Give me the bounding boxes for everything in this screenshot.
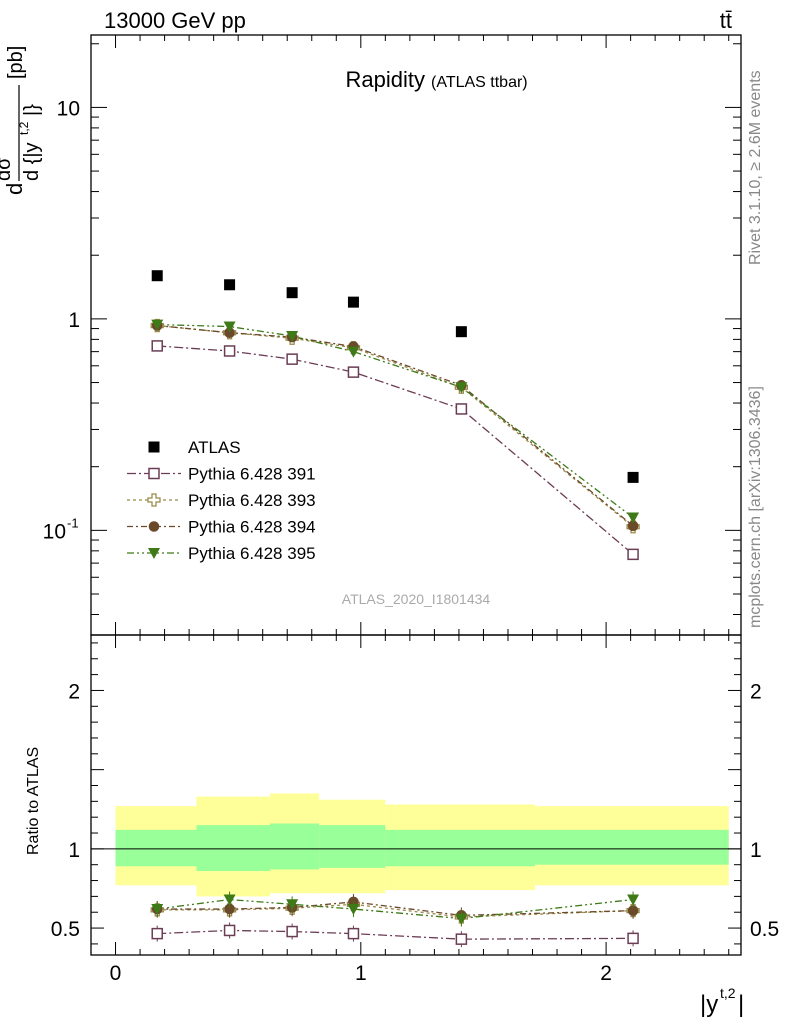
ratio-series-line (157, 903, 634, 918)
legend-marker (147, 493, 161, 507)
svg-text:t,2: t,2 (17, 121, 31, 135)
main-title: Rapidity (346, 67, 425, 92)
main-y-tick-label: 10 (57, 97, 80, 120)
ratio-band-green (385, 829, 535, 867)
legend-entry: ATLAS (188, 438, 241, 457)
main-data-point (224, 279, 236, 291)
ratio-y-tick-label-right: 0.5 (750, 918, 779, 941)
analysis-id-label: ATLAS_2020_I1801434 (342, 591, 491, 607)
ratio-band-green (196, 825, 271, 872)
energy-label: 13000 GeV pp (104, 8, 246, 33)
main-data-point (286, 287, 298, 299)
svg-text:d: d (2, 183, 27, 195)
main-data-point (223, 321, 236, 333)
ratio-data-point (224, 903, 235, 915)
main-data-point (224, 327, 235, 339)
main-data-point (151, 270, 163, 282)
main-data-point (286, 353, 298, 365)
ratio-band-green (115, 829, 197, 867)
svg-text:tt: tt (0, 147, 3, 154)
svg-text:|}: |} (21, 104, 43, 116)
main-data-point (151, 319, 164, 331)
ratio-data-point (223, 894, 236, 906)
svg-text:-1: -1 (67, 515, 79, 530)
svg-text:d {|y: d {|y (21, 142, 43, 181)
legend-entry: Pythia 6.428 393 (188, 491, 316, 510)
ratio-data-point (151, 927, 163, 940)
legend-marker (148, 548, 160, 559)
main-series-line (157, 323, 634, 519)
ratio-band-green (270, 823, 320, 870)
ratio-data-point (151, 904, 164, 916)
main-y-tick-label: 1 (68, 309, 80, 332)
rivet-label: Rivet 3.1.10, ≥ 2.6M events (747, 70, 764, 265)
legend-entry: Pythia 6.428 391 (188, 465, 316, 484)
main-y-tick-label: 10 -1 (43, 515, 79, 543)
process-label: tt̄ (720, 8, 732, 33)
ratio-band-green (534, 829, 729, 865)
legend-marker (148, 441, 160, 453)
main-data-point (455, 326, 467, 338)
ratio-y-tick-label: 0.5 (51, 918, 80, 941)
svg-text:t,2: t,2 (720, 985, 736, 1001)
ratio-y-tick-label: 2 (68, 680, 80, 703)
svg-text:[pb]: [pb] (5, 46, 27, 79)
ratio-panel (91, 793, 741, 897)
ratio-ylabel: Ratio to ATLAS (25, 747, 42, 855)
main-data-point (627, 520, 639, 532)
main-data-point (286, 330, 299, 342)
main-data-point (627, 471, 639, 483)
ratio-data-point (286, 899, 299, 911)
main-series-line (157, 345, 634, 555)
x-axis-label: |y t,2 | (700, 985, 744, 1018)
ratio-data-point (627, 905, 639, 916)
main-data-point (223, 345, 236, 357)
ratio-data-point (627, 894, 640, 906)
ratio-series-line (157, 901, 634, 917)
main-data-point (347, 296, 359, 308)
site-label: mcplots.cern.ch [arXiv:1306.3436] (747, 386, 764, 628)
main-subtitle: (ATLAS ttbar) (431, 74, 528, 91)
ratio-x-tick-label: 0 (110, 962, 122, 985)
legend-marker (148, 521, 160, 532)
legend-entry: Pythia 6.428 394 (188, 518, 316, 537)
ratio-data-point (455, 933, 468, 945)
main-series-line (157, 324, 634, 527)
ratio-series-line (157, 929, 634, 940)
main-data-point (151, 340, 163, 352)
main-data-point (347, 346, 360, 358)
ratio-data-point (286, 925, 298, 938)
ratio-frame (90, 634, 742, 956)
main-data-point (347, 366, 360, 378)
ratio-y-tick-label: 1 (68, 839, 80, 862)
ratio-data-point (347, 904, 360, 916)
ratio-band-green (319, 825, 386, 868)
ratio-x-tick-label: 2 (600, 962, 612, 985)
main-data-point (455, 382, 468, 394)
ratio-series-line (157, 898, 634, 920)
legend-entry: Pythia 6.428 395 (188, 544, 316, 563)
ratio-y-tick-label-right: 1 (750, 839, 762, 862)
svg-text:|y: |y (700, 991, 718, 1018)
main-data-point (627, 512, 640, 524)
ratio-y-tick-label-right: 2 (750, 680, 762, 703)
legend: ATLAS Pythia 6.428 391 Pythia 6.428 393 Pyt… (127, 438, 316, 563)
svg-text:10: 10 (43, 520, 66, 543)
svg-text:|: | (738, 991, 744, 1018)
svg-text:dσ: dσ (0, 157, 15, 181)
ratio-x-tick-label: 1 (355, 962, 367, 985)
main-data-point (627, 548, 639, 561)
legend-marker (148, 467, 160, 480)
ratio-data-point (455, 913, 468, 925)
main-data-point (455, 403, 468, 415)
ratio-data-point (223, 924, 236, 937)
ratio-data-point (347, 927, 360, 940)
ratio-data-point (627, 932, 639, 945)
main-ylabel: d dσ tt d {|y t,2 |} [pb] (0, 46, 43, 195)
